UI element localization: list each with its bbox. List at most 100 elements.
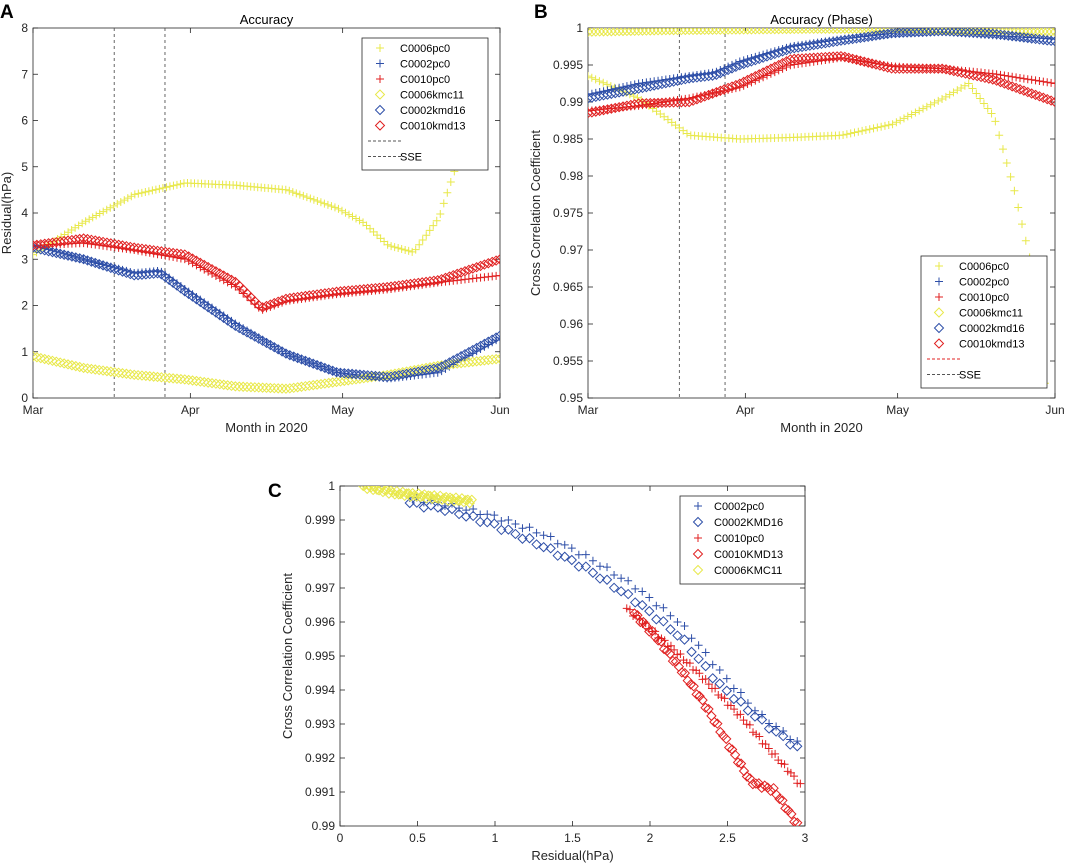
data-point: [404, 497, 415, 509]
data-point: [78, 219, 87, 228]
data-point: [362, 221, 371, 230]
data-point: [992, 70, 1001, 79]
data-point: [378, 282, 389, 293]
data-point: [964, 79, 973, 88]
legend-item: C0006pc0: [935, 261, 1009, 273]
legend-marker: [692, 516, 704, 528]
data-point: [296, 291, 307, 302]
data-point: [957, 83, 966, 92]
data-point: [265, 382, 276, 394]
data-point: [191, 375, 202, 387]
data-point: [93, 364, 105, 376]
data-point: [459, 266, 471, 277]
data-point: [306, 194, 315, 203]
data-point: [750, 28, 761, 35]
data-point: [463, 357, 475, 368]
data-point: [922, 102, 931, 111]
panel-c: C 0 0.5 1 1.5 2 2.5 3 0.99 0.991 0.992 0.993 0.994 0.…: [268, 479, 809, 863]
data-point: [1030, 33, 1041, 45]
data-point: [757, 52, 769, 63]
data-point: [313, 197, 322, 206]
data-point: [378, 371, 389, 382]
data-point: [62, 250, 74, 261]
data-point: [728, 693, 740, 705]
legend-label: C0010kmd13: [400, 121, 465, 133]
legend-label: C0010kmd13: [959, 339, 1024, 351]
data-point: [66, 360, 78, 371]
data-point: [171, 280, 183, 291]
data-point: [638, 616, 649, 628]
data-point: [882, 62, 893, 73]
data-point: [397, 279, 408, 291]
data-point: [953, 86, 962, 95]
data-point: [726, 81, 738, 92]
data-point: [968, 84, 977, 93]
x-tick-label: 3: [802, 831, 809, 845]
data-point: [792, 741, 803, 752]
data-point: [1038, 34, 1049, 46]
data-point: [804, 52, 816, 64]
data-point: [734, 78, 745, 89]
y-tick-label: 1: [328, 479, 335, 493]
legend-item: C0010kmd13: [374, 120, 465, 133]
data-point: [734, 60, 745, 71]
data-point: [905, 28, 917, 38]
data-point: [987, 28, 998, 40]
data-point: [74, 233, 85, 245]
data-point: [824, 28, 835, 34]
data-point: [738, 28, 749, 35]
data-point: [651, 627, 660, 636]
data-point: [311, 289, 323, 300]
data-point: [877, 122, 886, 131]
data-point: [726, 63, 738, 74]
data-point: [350, 369, 362, 380]
data-point: [976, 94, 985, 103]
data-point: [494, 254, 500, 265]
data-point: [898, 63, 909, 74]
series-c0006kmc11: [33, 351, 500, 394]
legend: C0002pc0 C0002KMD16 C0010pc0 C0010KMD13 C000…: [679, 495, 806, 585]
y-tick-label: 1: [21, 345, 28, 359]
data-point: [666, 611, 675, 620]
data-point: [691, 28, 703, 36]
data-point: [494, 353, 500, 364]
data-point: [503, 524, 514, 535]
data-point: [419, 489, 430, 500]
x-tick-label: 0.5: [409, 831, 426, 845]
data-point: [750, 71, 761, 82]
data-point: [761, 28, 773, 35]
data-point: [292, 382, 303, 393]
y-tick-label: 0.993: [305, 717, 335, 731]
legend-marker: [692, 564, 704, 576]
data-point: [148, 186, 157, 195]
data-point: [475, 355, 486, 367]
x-axis-label: Month in 2020: [780, 420, 862, 435]
data-point: [753, 778, 764, 789]
data-point: [335, 286, 346, 297]
data-point: [907, 110, 916, 119]
data-point: [455, 351, 467, 362]
data-point: [695, 92, 707, 104]
data-point: [463, 346, 475, 358]
data-point: [765, 28, 777, 35]
data-point: [956, 67, 967, 78]
data-point: [925, 28, 936, 35]
data-point: [794, 59, 803, 68]
data-point: [756, 714, 768, 725]
data-point: [136, 370, 148, 381]
data-point: [391, 486, 402, 497]
data-point: [1034, 34, 1045, 45]
data-point: [687, 28, 699, 36]
series-c0006pc0: [33, 167, 459, 259]
data-point: [323, 377, 334, 389]
data-point: [1042, 35, 1053, 46]
data-point: [622, 588, 634, 600]
data-point: [366, 283, 377, 294]
data-point: [261, 382, 272, 394]
data-point: [898, 28, 909, 38]
data-point: [695, 71, 707, 83]
data-point: [774, 793, 785, 805]
data-point: [641, 28, 652, 36]
data-point: [770, 726, 782, 737]
data-point: [670, 645, 679, 654]
